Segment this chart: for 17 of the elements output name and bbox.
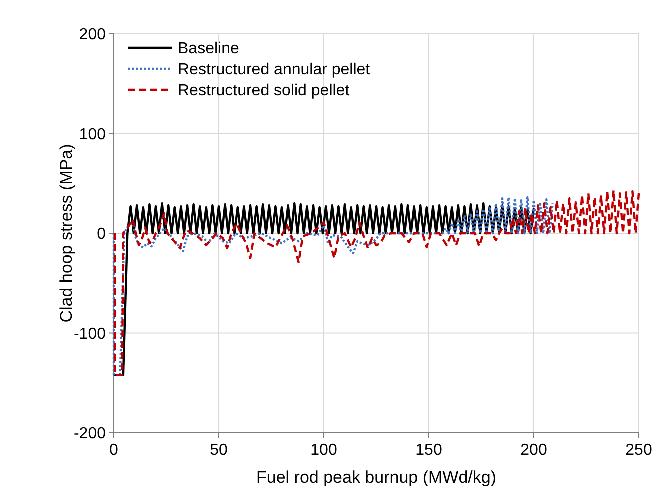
y-tick-label: -100: [74, 326, 106, 343]
x-tick-label: 150: [416, 442, 442, 459]
legend-label: Restructured annular pellet: [178, 62, 371, 79]
line-series: [114, 190, 640, 376]
x-tick-label: 250: [626, 442, 652, 459]
x-tick-label: 50: [210, 442, 228, 459]
legend-label: Baseline: [178, 40, 240, 58]
y-tick-label: 100: [79, 126, 106, 144]
x-axis-title: Fuel rod peak burnup (MWd/kg): [256, 468, 496, 487]
y-axis-title: Clad hoop stress (MPa): [57, 144, 76, 323]
x-tick-label: 100: [310, 442, 338, 459]
y-tick-label: -200: [74, 426, 106, 443]
x-tick-label: 0: [110, 442, 119, 459]
legend-label: Restructured solid pellet: [178, 82, 350, 100]
x-tick-label: 200: [520, 442, 548, 459]
y-tick-label: 200: [79, 26, 106, 44]
y-tick-label: 0: [97, 226, 106, 244]
